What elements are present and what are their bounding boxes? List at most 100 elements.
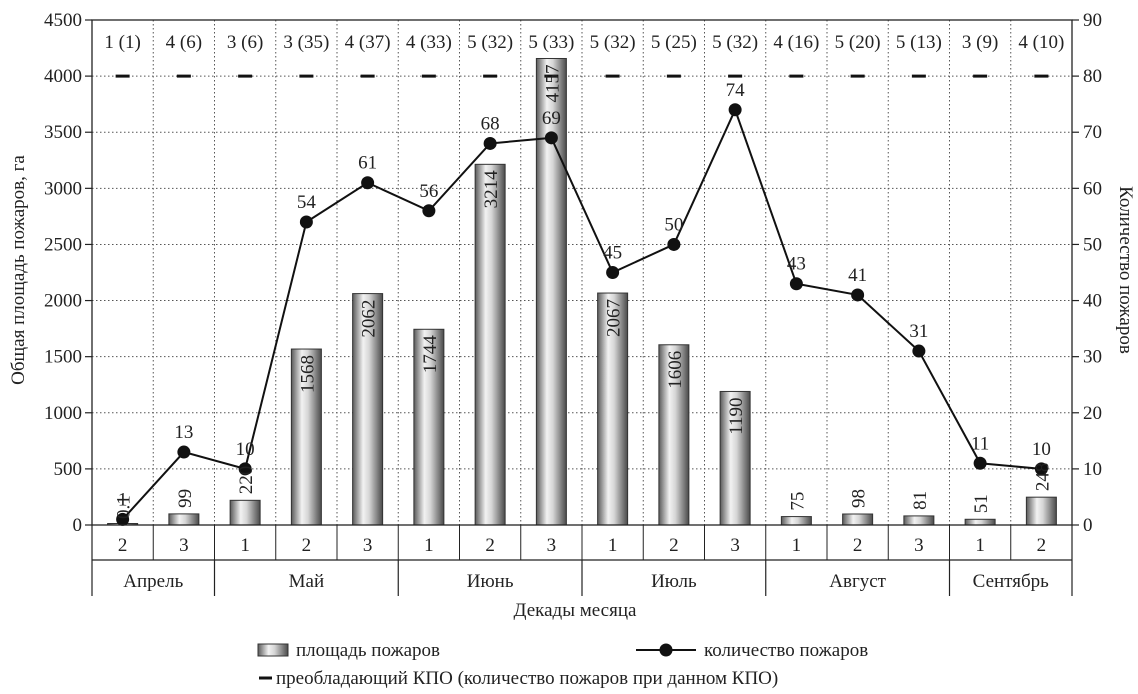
legend-label-count: количество пожаров (704, 640, 868, 661)
axes (85, 19, 1079, 596)
count-point (299, 215, 313, 229)
count-value-label: 69 (542, 108, 561, 129)
count-point (667, 237, 681, 251)
category-label: 3 (363, 535, 373, 556)
count-polyline (121, 107, 1042, 521)
count-value-label: 68 (481, 113, 500, 134)
count-value-label: 10 (236, 439, 255, 460)
y-left-tick-label: 3500 (44, 122, 82, 143)
legend-label-area: площадь пожаров (296, 640, 440, 661)
kpo-top-label: 5 (33) (528, 32, 574, 53)
area-bar (168, 513, 200, 526)
category-label: 2 (118, 535, 128, 556)
category-label: 3 (730, 535, 740, 556)
month-label: Июль (651, 571, 697, 592)
area-bar (780, 516, 812, 526)
legend: площадь пожаров количество пожаров преобла… (257, 640, 868, 689)
bar-value-label: 248 (1032, 463, 1053, 492)
area-bar (352, 293, 384, 526)
y-right-tick-label: 60 (1083, 178, 1102, 199)
y-left-tick-label: 4500 (44, 10, 82, 31)
category-label: 2 (485, 535, 495, 556)
kpo-top-label: 5 (20) (835, 32, 881, 53)
month-label: Июнь (467, 571, 514, 592)
count-value-label: 43 (787, 254, 806, 275)
kpo-top-label: 4 (37) (345, 32, 391, 53)
category-label: 3 (179, 535, 189, 556)
category-label: 2 (302, 535, 312, 556)
count-value-label: 13 (174, 422, 193, 443)
bar-value-label: 2062 (359, 300, 380, 338)
category-label: 1 (792, 535, 802, 556)
kpo-top-label: 5 (32) (590, 32, 636, 53)
y-right-tick-label: 50 (1083, 234, 1102, 255)
count-point (177, 445, 191, 459)
month-label: Май (289, 571, 325, 592)
area-bar (413, 328, 445, 526)
area-bar (597, 292, 629, 526)
count-point (606, 266, 620, 279)
bar-value-label: 220 (236, 466, 257, 495)
category-label: 1 (424, 535, 434, 556)
kpo-top-label: 4 (6) (166, 32, 202, 53)
bar-value-label: 3214 (481, 170, 502, 209)
count-point (238, 462, 252, 476)
bar-value-label: 1568 (297, 355, 318, 393)
area-bar (229, 499, 261, 526)
y-left-tick-label: 500 (54, 459, 83, 480)
bar-value-label: 75 (787, 492, 808, 511)
count-line (115, 74, 1049, 526)
count-value-label: 50 (664, 214, 683, 235)
x-axis-title: Декады месяца (514, 600, 637, 621)
count-value-label: 31 (909, 321, 928, 342)
count-value-label: 45 (603, 243, 622, 264)
count-value-label: 74 (726, 80, 746, 101)
kpo-top-label: 4 (16) (773, 32, 819, 53)
category-label: 3 (547, 535, 557, 556)
month-label: Сентябрь (973, 571, 1049, 592)
y-right-tick-label: 70 (1083, 122, 1102, 143)
count-point (483, 136, 497, 150)
y-left-tick-label: 2000 (44, 291, 82, 312)
bar-value-label: 98 (849, 489, 870, 508)
count-point (728, 103, 742, 117)
bar-value-label: 51 (971, 494, 992, 513)
bar-value-label: 0.1 (114, 495, 135, 519)
y-right-tick-label: 90 (1083, 10, 1102, 31)
month-label: Август (829, 571, 886, 592)
count-point (1034, 462, 1048, 476)
kpo-top-label: 5 (32) (712, 32, 758, 53)
grid (92, 20, 1072, 525)
legend-point-swatch (659, 643, 673, 657)
y-right-tick-label: 0 (1083, 515, 1093, 536)
category-label: 1 (608, 535, 618, 556)
y-left-tick-label: 1000 (44, 403, 82, 424)
area-bar (964, 518, 996, 526)
kpo-top-label: 3 (35) (283, 32, 329, 53)
legend-bar-swatch (257, 643, 289, 657)
count-point (361, 176, 375, 190)
y-axis-left-title: Общая площадь пожаров, га (8, 155, 29, 385)
area-bar (1025, 496, 1057, 526)
bars (107, 57, 1057, 526)
count-point (973, 456, 987, 470)
y-right-tick-label: 80 (1083, 66, 1102, 87)
count-point (116, 512, 130, 526)
y-left-tick-label: 1500 (44, 347, 82, 368)
y-right-tick-label: 30 (1083, 347, 1102, 368)
y-right-tick-label: 10 (1083, 459, 1102, 480)
kpo-top-label: 5 (25) (651, 32, 697, 53)
bar-value-label: 4157 (542, 64, 563, 102)
count-point (851, 288, 865, 302)
category-label: 3 (914, 535, 924, 556)
count-value-label: 56 (419, 181, 438, 202)
bar-value-label: 1606 (665, 351, 686, 389)
bar-value-label: 1744 (420, 335, 441, 374)
y-left-tick-label: 3000 (44, 178, 82, 199)
kpo-top-label: 3 (9) (962, 32, 998, 53)
area-bar (474, 163, 506, 526)
bar-value-label: 2067 (604, 299, 625, 337)
y-left-tick-label: 0 (73, 515, 83, 536)
y-right-tick-label: 20 (1083, 403, 1102, 424)
count-value-label: 1 (118, 489, 128, 510)
